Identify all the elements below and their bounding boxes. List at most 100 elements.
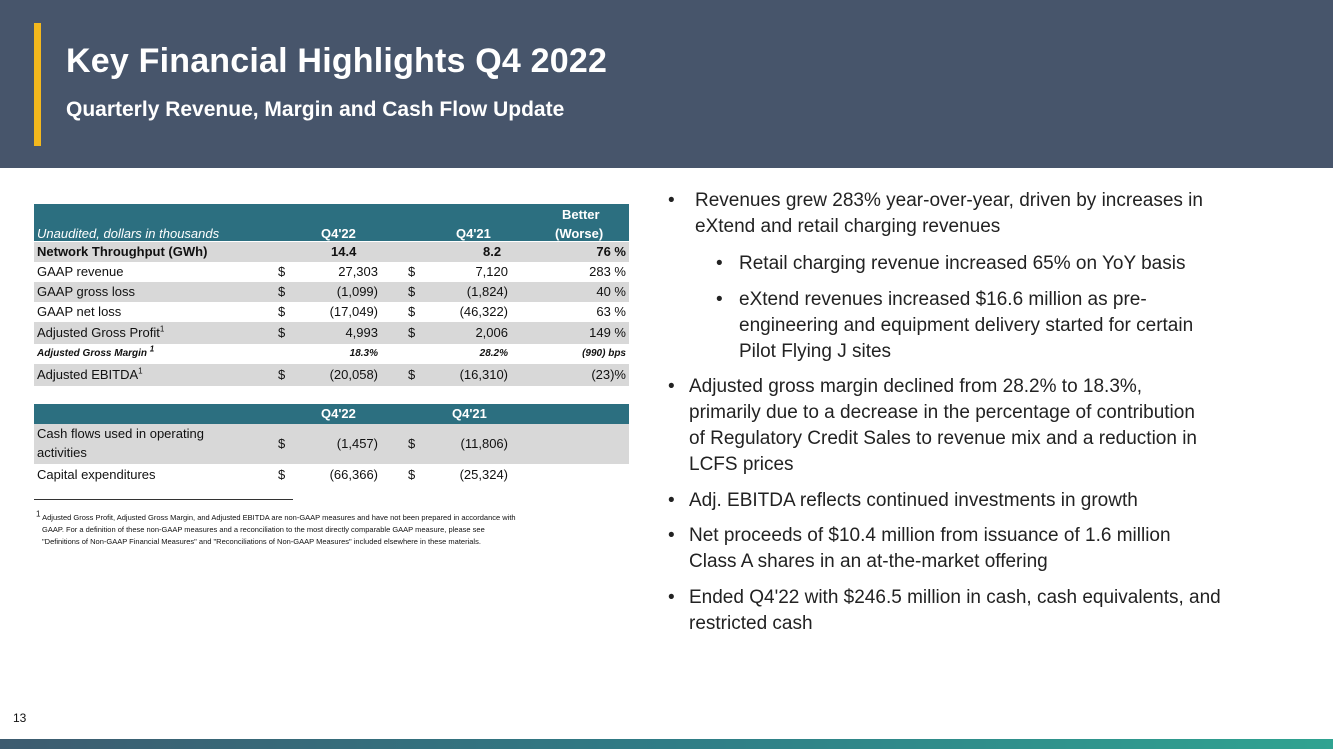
currency-symbol: $	[408, 467, 416, 482]
footnote-text: Adjusted Gross Profit, Adjusted Gross Ma…	[42, 513, 516, 522]
col-header-q4-22: Q4'22	[321, 226, 356, 241]
currency-symbol: $	[278, 367, 286, 382]
bullet-icon: •	[668, 190, 675, 211]
slide-header: Key Financial Highlights Q4 2022 Quarter…	[0, 0, 1333, 168]
footnote-marker: 1	[149, 344, 155, 354]
bullet-ebitda: • Adj. EBITDA reflects continued investm…	[668, 488, 1138, 514]
currency-symbol: $	[278, 304, 286, 319]
bullet-icon: •	[668, 525, 675, 546]
table-row: Adjusted Gross Margin 1 18.3% 28.2% (990…	[34, 344, 629, 364]
currency-symbol: $	[278, 467, 286, 482]
table-row: Adjusted Gross Profit1 $ 4,993 $ 2,006 1…	[34, 322, 629, 344]
table-header-row: Unaudited, dollars in thousands Q4'22 Q4…	[34, 204, 629, 241]
subbullet-retail-charging: • Retail charging revenue increased 65% …	[716, 251, 1185, 277]
row-value-q4-22: 27,303	[338, 264, 378, 279]
bullet-text: LCFS prices	[689, 454, 794, 475]
footer-gradient-bar	[0, 739, 1333, 749]
currency-symbol: $	[408, 304, 416, 319]
accent-bar	[34, 23, 41, 146]
row-value-change: 76 %	[596, 244, 626, 259]
row-value-q4-22: (20,058)	[329, 367, 378, 382]
bullet-text: restricted cash	[689, 613, 813, 634]
table-row: Adjusted EBITDA1 $ (20,058) $ (16,310) (…	[34, 364, 629, 386]
row-label-cont: activities	[37, 445, 87, 460]
bullet-icon: •	[668, 587, 675, 608]
currency-symbol: $	[278, 264, 286, 279]
bullet-text: Adj. EBITDA reflects continued investmen…	[689, 490, 1138, 511]
currency-symbol: $	[408, 367, 416, 382]
currency-symbol: $	[408, 436, 416, 451]
row-label-text: Adjusted Gross Profit	[37, 325, 160, 340]
row-value-q4-22: 4,993	[345, 325, 378, 340]
bullet-icon: •	[716, 253, 723, 274]
col-header-q4-21: Q4'21	[452, 406, 487, 421]
bullet-icon: •	[668, 490, 675, 511]
subbullet-extend-revenues: • eXtend revenues increased $16.6 millio…	[716, 287, 1193, 365]
row-label-text: Adjusted EBITDA	[37, 367, 139, 382]
row-value-change: (990) bps	[582, 348, 626, 359]
footnote-marker: 1	[138, 366, 143, 376]
row-label: Network Throughput (GWh)	[37, 244, 208, 259]
slide-title: Key Financial Highlights Q4 2022	[66, 42, 608, 80]
row-value-q4-22: (17,049)	[329, 304, 378, 319]
row-label: GAAP revenue	[37, 264, 124, 279]
table-caption: Unaudited, dollars in thousands	[37, 226, 220, 241]
currency-symbol: $	[278, 325, 286, 340]
footnote-divider	[34, 499, 293, 500]
row-value-q4-22: 18.3%	[349, 348, 378, 359]
row-value-q4-21: (46,322)	[459, 304, 508, 319]
col-header-q4-21: Q4'21	[456, 226, 491, 241]
row-value-q4-21: (16,310)	[459, 367, 508, 382]
row-value-change: 63 %	[596, 304, 626, 319]
col-header-q4-22: Q4'22	[321, 406, 356, 421]
row-value-q4-21: 8.2	[483, 244, 502, 259]
bullet-text: Ended Q4'22 with $246.5 million in cash,…	[689, 587, 1221, 608]
slide-subtitle: Quarterly Revenue, Margin and Cash Flow …	[66, 98, 565, 121]
table-row: GAAP gross loss $ (1,099) $ (1,824) 40 %	[34, 282, 629, 302]
bullet-text: Class A shares in an at-the-market offer…	[689, 551, 1048, 572]
bullet-icon: •	[668, 376, 675, 397]
row-value-q4-21: (1,824)	[466, 284, 508, 299]
page-number: 13	[13, 711, 27, 725]
bullet-text: Revenues grew 283% year-over-year, drive…	[695, 190, 1203, 211]
footnote-marker: 1	[36, 509, 41, 519]
row-label: Adjusted Gross Margin 1	[37, 344, 155, 359]
bullet-text: eXtend revenues increased $16.6 million …	[739, 289, 1147, 310]
row-label-text: Adjusted Gross Margin	[37, 348, 148, 359]
row-value-q4-21: 28.2%	[479, 348, 508, 359]
bullet-text: of Regulatory Credit Sales to revenue mi…	[689, 428, 1197, 449]
col-header-change-2: (Worse)	[555, 226, 604, 241]
bullet-revenue-growth: • Revenues grew 283% year-over-year, dri…	[668, 188, 1203, 240]
bullet-icon: •	[716, 289, 723, 310]
row-value-q4-22: (1,099)	[336, 284, 378, 299]
bullet-text: Retail charging revenue increased 65% on…	[739, 253, 1186, 274]
row-value-q4-22: (1,457)	[336, 436, 378, 451]
currency-symbol: $	[408, 284, 416, 299]
table-row: GAAP revenue $ 27,303 $ 7,120 283 %	[34, 262, 629, 282]
row-value-q4-21: (25,324)	[459, 467, 508, 482]
bullet-gross-margin: • Adjusted gross margin declined from 28…	[668, 374, 1197, 478]
bullet-cash-position: • Ended Q4'22 with $246.5 million in cas…	[668, 585, 1221, 637]
row-value-q4-21: 7,120	[475, 264, 508, 279]
row-value-q4-21: 2,006	[475, 325, 508, 340]
footnote-line-3: "Definitions of Non-GAAP Financial Measu…	[42, 537, 481, 546]
footnote-marker: 1	[159, 324, 165, 334]
table-header-row: Q4'22 Q4'21	[34, 404, 629, 424]
row-label: Adjusted Gross Profit1	[37, 325, 164, 340]
row-value-q4-22: 14.4	[331, 244, 357, 259]
row-label: Adjusted EBITDA1	[37, 367, 143, 382]
row-value-change: (23)%	[591, 367, 626, 382]
currency-symbol: $	[408, 264, 416, 279]
bullet-text: eXtend and retail charging revenues	[695, 216, 1001, 237]
bullet-text: primarily due to a decrease in the perce…	[689, 402, 1195, 423]
currency-symbol: $	[408, 325, 416, 340]
row-value-change: 40 %	[596, 284, 626, 299]
row-label: Cash flows used in operating	[37, 426, 204, 441]
footnote-line-2: GAAP. For a definition of these non-GAAP…	[42, 525, 485, 534]
row-value-change: 283 %	[589, 264, 626, 279]
row-value-q4-21: (11,806)	[460, 436, 508, 451]
footnote: 1 Adjusted Gross Profit, Adjusted Gross …	[36, 509, 634, 548]
bullet-text: Net proceeds of $10.4 million from issua…	[689, 525, 1171, 546]
row-value-change: 149 %	[589, 325, 626, 340]
row-label: GAAP gross loss	[37, 284, 136, 299]
